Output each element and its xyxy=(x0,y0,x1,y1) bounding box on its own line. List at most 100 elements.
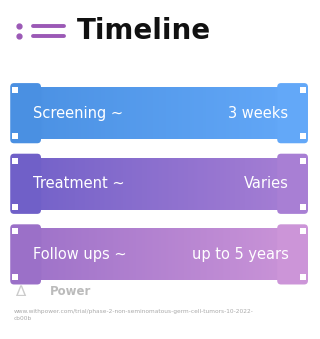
FancyBboxPatch shape xyxy=(39,87,40,139)
FancyBboxPatch shape xyxy=(72,228,74,280)
FancyBboxPatch shape xyxy=(12,158,18,164)
FancyBboxPatch shape xyxy=(217,228,219,280)
FancyBboxPatch shape xyxy=(47,87,49,139)
FancyBboxPatch shape xyxy=(269,158,271,210)
FancyBboxPatch shape xyxy=(271,87,273,139)
FancyBboxPatch shape xyxy=(142,87,143,139)
FancyBboxPatch shape xyxy=(248,87,249,139)
FancyBboxPatch shape xyxy=(285,228,287,280)
FancyBboxPatch shape xyxy=(23,87,24,139)
FancyBboxPatch shape xyxy=(94,228,96,280)
FancyBboxPatch shape xyxy=(43,158,45,210)
FancyBboxPatch shape xyxy=(12,133,18,139)
FancyBboxPatch shape xyxy=(14,228,16,280)
FancyBboxPatch shape xyxy=(168,228,170,280)
FancyBboxPatch shape xyxy=(146,158,148,210)
FancyBboxPatch shape xyxy=(207,228,209,280)
FancyBboxPatch shape xyxy=(90,228,91,280)
FancyBboxPatch shape xyxy=(30,87,32,139)
FancyBboxPatch shape xyxy=(253,228,255,280)
FancyBboxPatch shape xyxy=(79,158,81,210)
FancyBboxPatch shape xyxy=(37,87,39,139)
FancyBboxPatch shape xyxy=(101,228,103,280)
FancyBboxPatch shape xyxy=(62,87,64,139)
FancyBboxPatch shape xyxy=(274,228,276,280)
FancyBboxPatch shape xyxy=(216,87,218,139)
FancyBboxPatch shape xyxy=(194,228,196,280)
FancyBboxPatch shape xyxy=(143,87,145,139)
Text: Varies: Varies xyxy=(244,176,288,191)
FancyBboxPatch shape xyxy=(188,158,190,210)
FancyBboxPatch shape xyxy=(117,87,119,139)
FancyBboxPatch shape xyxy=(290,158,292,210)
FancyBboxPatch shape xyxy=(55,87,56,139)
FancyBboxPatch shape xyxy=(171,158,172,210)
FancyBboxPatch shape xyxy=(300,204,306,210)
FancyBboxPatch shape xyxy=(121,87,123,139)
FancyBboxPatch shape xyxy=(249,158,251,210)
FancyBboxPatch shape xyxy=(211,228,213,280)
FancyBboxPatch shape xyxy=(50,158,52,210)
FancyBboxPatch shape xyxy=(174,87,175,139)
FancyBboxPatch shape xyxy=(164,87,165,139)
FancyBboxPatch shape xyxy=(256,158,258,210)
FancyBboxPatch shape xyxy=(104,87,106,139)
FancyBboxPatch shape xyxy=(68,158,69,210)
FancyBboxPatch shape xyxy=(166,158,168,210)
FancyBboxPatch shape xyxy=(76,228,78,280)
FancyBboxPatch shape xyxy=(300,228,302,280)
FancyBboxPatch shape xyxy=(240,158,242,210)
FancyBboxPatch shape xyxy=(285,158,287,210)
FancyBboxPatch shape xyxy=(69,228,71,280)
FancyBboxPatch shape xyxy=(246,87,248,139)
FancyBboxPatch shape xyxy=(171,87,172,139)
FancyBboxPatch shape xyxy=(236,228,238,280)
FancyBboxPatch shape xyxy=(12,228,18,234)
FancyBboxPatch shape xyxy=(178,158,180,210)
FancyBboxPatch shape xyxy=(102,87,104,139)
FancyBboxPatch shape xyxy=(95,87,97,139)
FancyBboxPatch shape xyxy=(213,158,214,210)
FancyBboxPatch shape xyxy=(243,228,245,280)
FancyBboxPatch shape xyxy=(261,87,262,139)
FancyBboxPatch shape xyxy=(213,228,214,280)
FancyBboxPatch shape xyxy=(105,158,107,210)
FancyBboxPatch shape xyxy=(290,87,292,139)
FancyBboxPatch shape xyxy=(69,87,71,139)
FancyBboxPatch shape xyxy=(236,87,238,139)
FancyBboxPatch shape xyxy=(26,87,28,139)
FancyBboxPatch shape xyxy=(148,228,149,280)
FancyBboxPatch shape xyxy=(188,228,190,280)
FancyBboxPatch shape xyxy=(295,87,297,139)
FancyBboxPatch shape xyxy=(187,87,188,139)
FancyBboxPatch shape xyxy=(182,158,184,210)
FancyBboxPatch shape xyxy=(249,228,251,280)
FancyBboxPatch shape xyxy=(265,158,267,210)
FancyBboxPatch shape xyxy=(172,228,174,280)
FancyBboxPatch shape xyxy=(216,158,218,210)
FancyBboxPatch shape xyxy=(204,87,206,139)
FancyBboxPatch shape xyxy=(44,228,46,280)
FancyBboxPatch shape xyxy=(107,158,108,210)
FancyBboxPatch shape xyxy=(49,158,51,210)
FancyBboxPatch shape xyxy=(269,87,271,139)
Text: Treatment ~: Treatment ~ xyxy=(33,176,124,191)
FancyBboxPatch shape xyxy=(229,158,230,210)
FancyBboxPatch shape xyxy=(110,228,112,280)
FancyBboxPatch shape xyxy=(134,158,136,210)
FancyBboxPatch shape xyxy=(59,228,61,280)
FancyBboxPatch shape xyxy=(175,87,177,139)
FancyBboxPatch shape xyxy=(114,87,116,139)
FancyBboxPatch shape xyxy=(91,87,93,139)
FancyBboxPatch shape xyxy=(300,158,302,210)
FancyBboxPatch shape xyxy=(287,158,289,210)
FancyBboxPatch shape xyxy=(152,228,154,280)
FancyBboxPatch shape xyxy=(55,228,56,280)
FancyBboxPatch shape xyxy=(36,158,37,210)
FancyBboxPatch shape xyxy=(220,158,222,210)
FancyBboxPatch shape xyxy=(149,87,151,139)
FancyBboxPatch shape xyxy=(210,158,212,210)
FancyBboxPatch shape xyxy=(94,87,96,139)
FancyBboxPatch shape xyxy=(97,158,99,210)
FancyBboxPatch shape xyxy=(92,158,94,210)
